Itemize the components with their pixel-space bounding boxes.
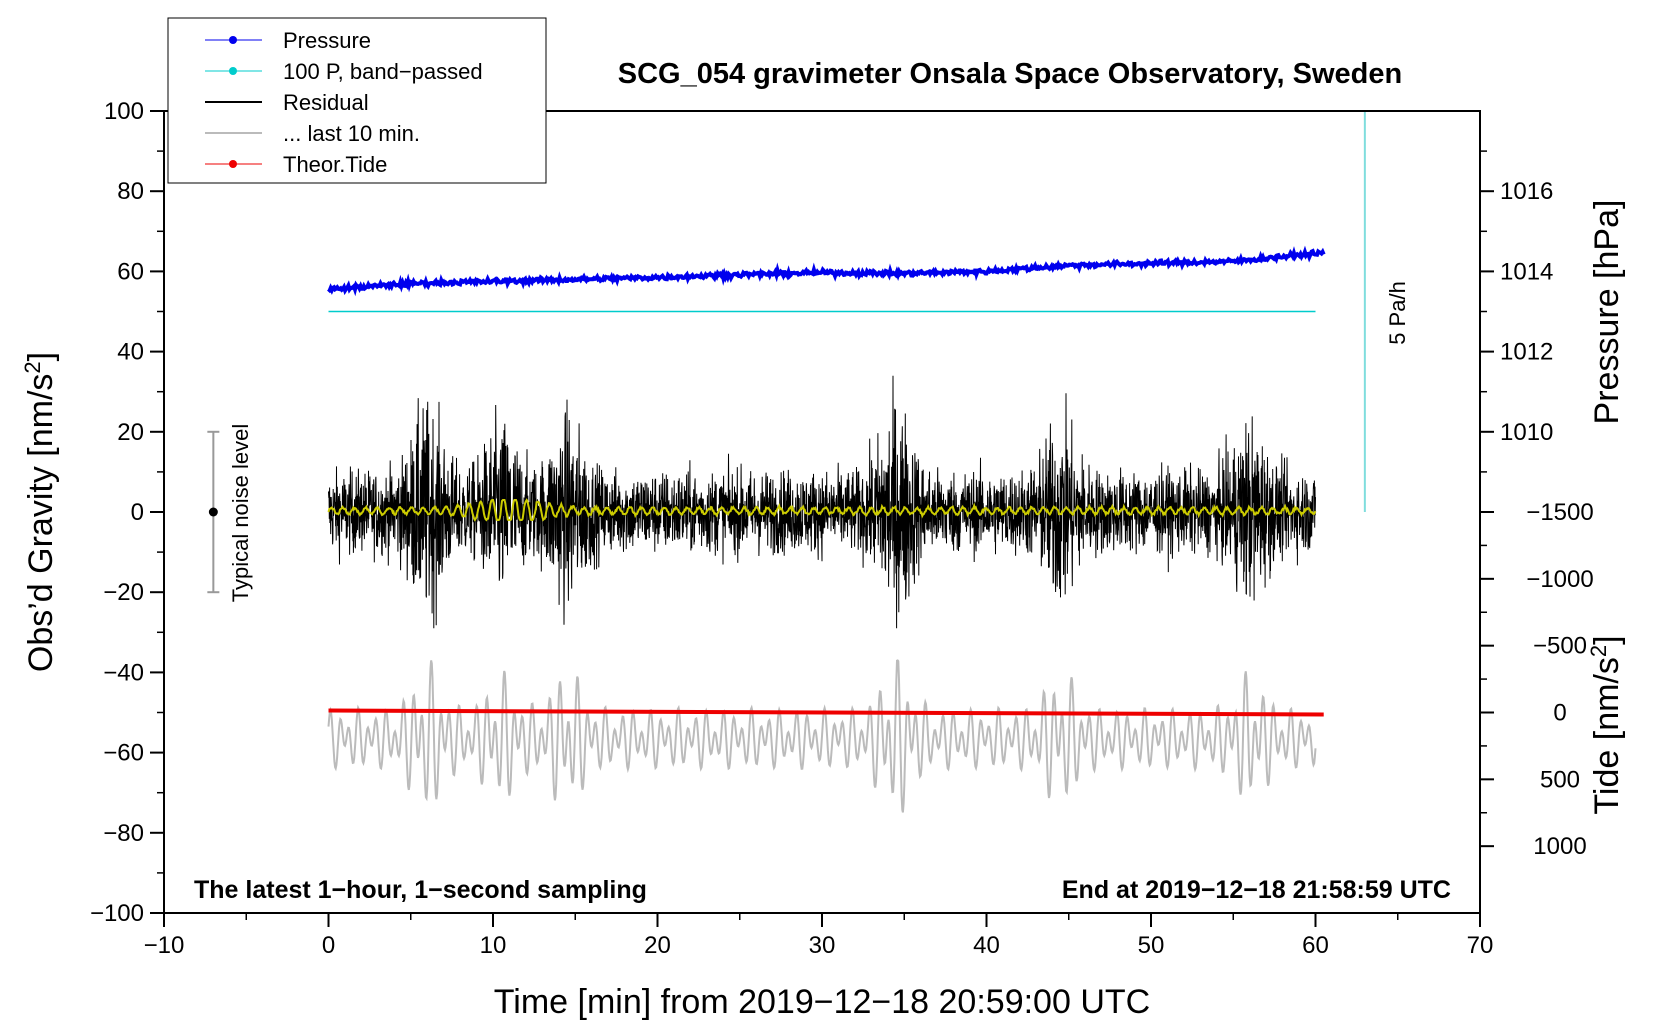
legend: Pressure 100 P, band−passed Residual ... la…: [167, 17, 547, 184]
x-tick-label: 0: [322, 932, 335, 959]
series-residual: [328, 375, 1316, 629]
legend-marker: [229, 160, 237, 168]
series-pressure: [327, 245, 1326, 297]
tide-tick-label: −500: [1533, 633, 1587, 660]
annotation-left: The latest 1−hour, 1−second sampling: [194, 876, 647, 904]
series-last-10-min: [327, 659, 1317, 813]
y-axis-left-title-end: ]: [22, 352, 60, 361]
y-axis-left-title-main: Obs’d Gravity [nm/s: [22, 374, 60, 673]
y-axis-tide: −1500 −1000 −500 0 500 1000: [1480, 499, 1594, 860]
x-tick-label: 20: [644, 932, 671, 959]
y-tick-label: −20: [103, 579, 144, 606]
x-tick-label: 70: [1467, 932, 1494, 959]
legend-label: ... last 10 min.: [283, 121, 420, 146]
noise-center-dot: [208, 507, 218, 517]
pressure-tick-label: 1012: [1500, 339, 1553, 366]
tide-tick-label: −1000: [1526, 566, 1593, 593]
x-tick-label: 10: [480, 932, 507, 959]
series-layer: [327, 111, 1366, 813]
x-tick-label: 30: [809, 932, 836, 959]
y-tick-label: 20: [117, 419, 144, 446]
y-axis-tide-title-main: Tide [nm/s: [1588, 657, 1626, 814]
tide-tick-label: −1500: [1526, 499, 1593, 526]
legend-marker: [229, 67, 237, 75]
y-tick-label: −100: [90, 900, 144, 927]
legend-label: Residual: [283, 90, 369, 115]
y-tick-label: 40: [117, 339, 144, 366]
y-axis-tide-title: Tide [nm/s2]: [1586, 635, 1626, 814]
noise-indicator: [207, 430, 220, 594]
x-axis: −10 0 10 20 30 40 50 60 70: [144, 913, 1494, 959]
legend-marker: [229, 36, 237, 44]
x-tick-label: 60: [1302, 932, 1329, 959]
x-tick-label: −10: [144, 932, 185, 959]
y-tick-label: −40: [103, 659, 144, 686]
x-tick-label: 40: [973, 932, 1000, 959]
y-tick-label: 0: [131, 499, 144, 526]
y-axis-pressure: 1010 1012 1014 1016: [1480, 150, 1553, 473]
y-tick-label: 60: [117, 258, 144, 285]
y-tick-label: −80: [103, 820, 144, 847]
y-axis-tide-title-end: ]: [1588, 635, 1626, 644]
chart-title: SCG_054 gravimeter Onsala Space Observat…: [618, 58, 1402, 90]
rate-bar-label: 5 Pa/h: [1385, 281, 1410, 345]
y-axis-left-title: Obs’d Gravity [nm/s2]: [20, 352, 60, 672]
tide-tick-label: 0: [1553, 700, 1566, 727]
pressure-tick-label: 1016: [1500, 178, 1553, 205]
legend-label: Theor.Tide: [283, 152, 387, 177]
legend-label: 100 P, band−passed: [283, 59, 483, 84]
y-axis-tide-title-sup: 2: [1586, 645, 1611, 657]
annotation-right: End at 2019−12−18 21:58:59 UTC: [1062, 876, 1451, 904]
series-residual-smoothed: [327, 498, 1317, 522]
y-tick-label: −60: [103, 740, 144, 767]
legend-box: [167, 17, 547, 184]
y-tick-label: 100: [104, 98, 144, 125]
series-theor-tide: [328, 708, 1324, 717]
pressure-tick-label: 1014: [1500, 258, 1553, 285]
y-axis-pressure-title: Pressure [hPa]: [1588, 200, 1626, 425]
y-axis-left: −100 −80 −60 −40 −20 0 20 40 60 80 100: [90, 98, 164, 927]
legend-label: Pressure: [283, 28, 371, 53]
tide-tick-label: 500: [1540, 766, 1580, 793]
pressure-tick-label: 1010: [1500, 419, 1553, 446]
tide-tick-label: 1000: [1533, 833, 1586, 860]
y-axis-left-title-sup: 2: [20, 361, 45, 373]
y-tick-label: 80: [117, 178, 144, 205]
noise-label: Typical noise level: [228, 424, 253, 603]
x-tick-label: 50: [1138, 932, 1165, 959]
x-axis-title: Time [min] from 2019−12−18 20:59:00 UTC: [494, 983, 1150, 1020]
